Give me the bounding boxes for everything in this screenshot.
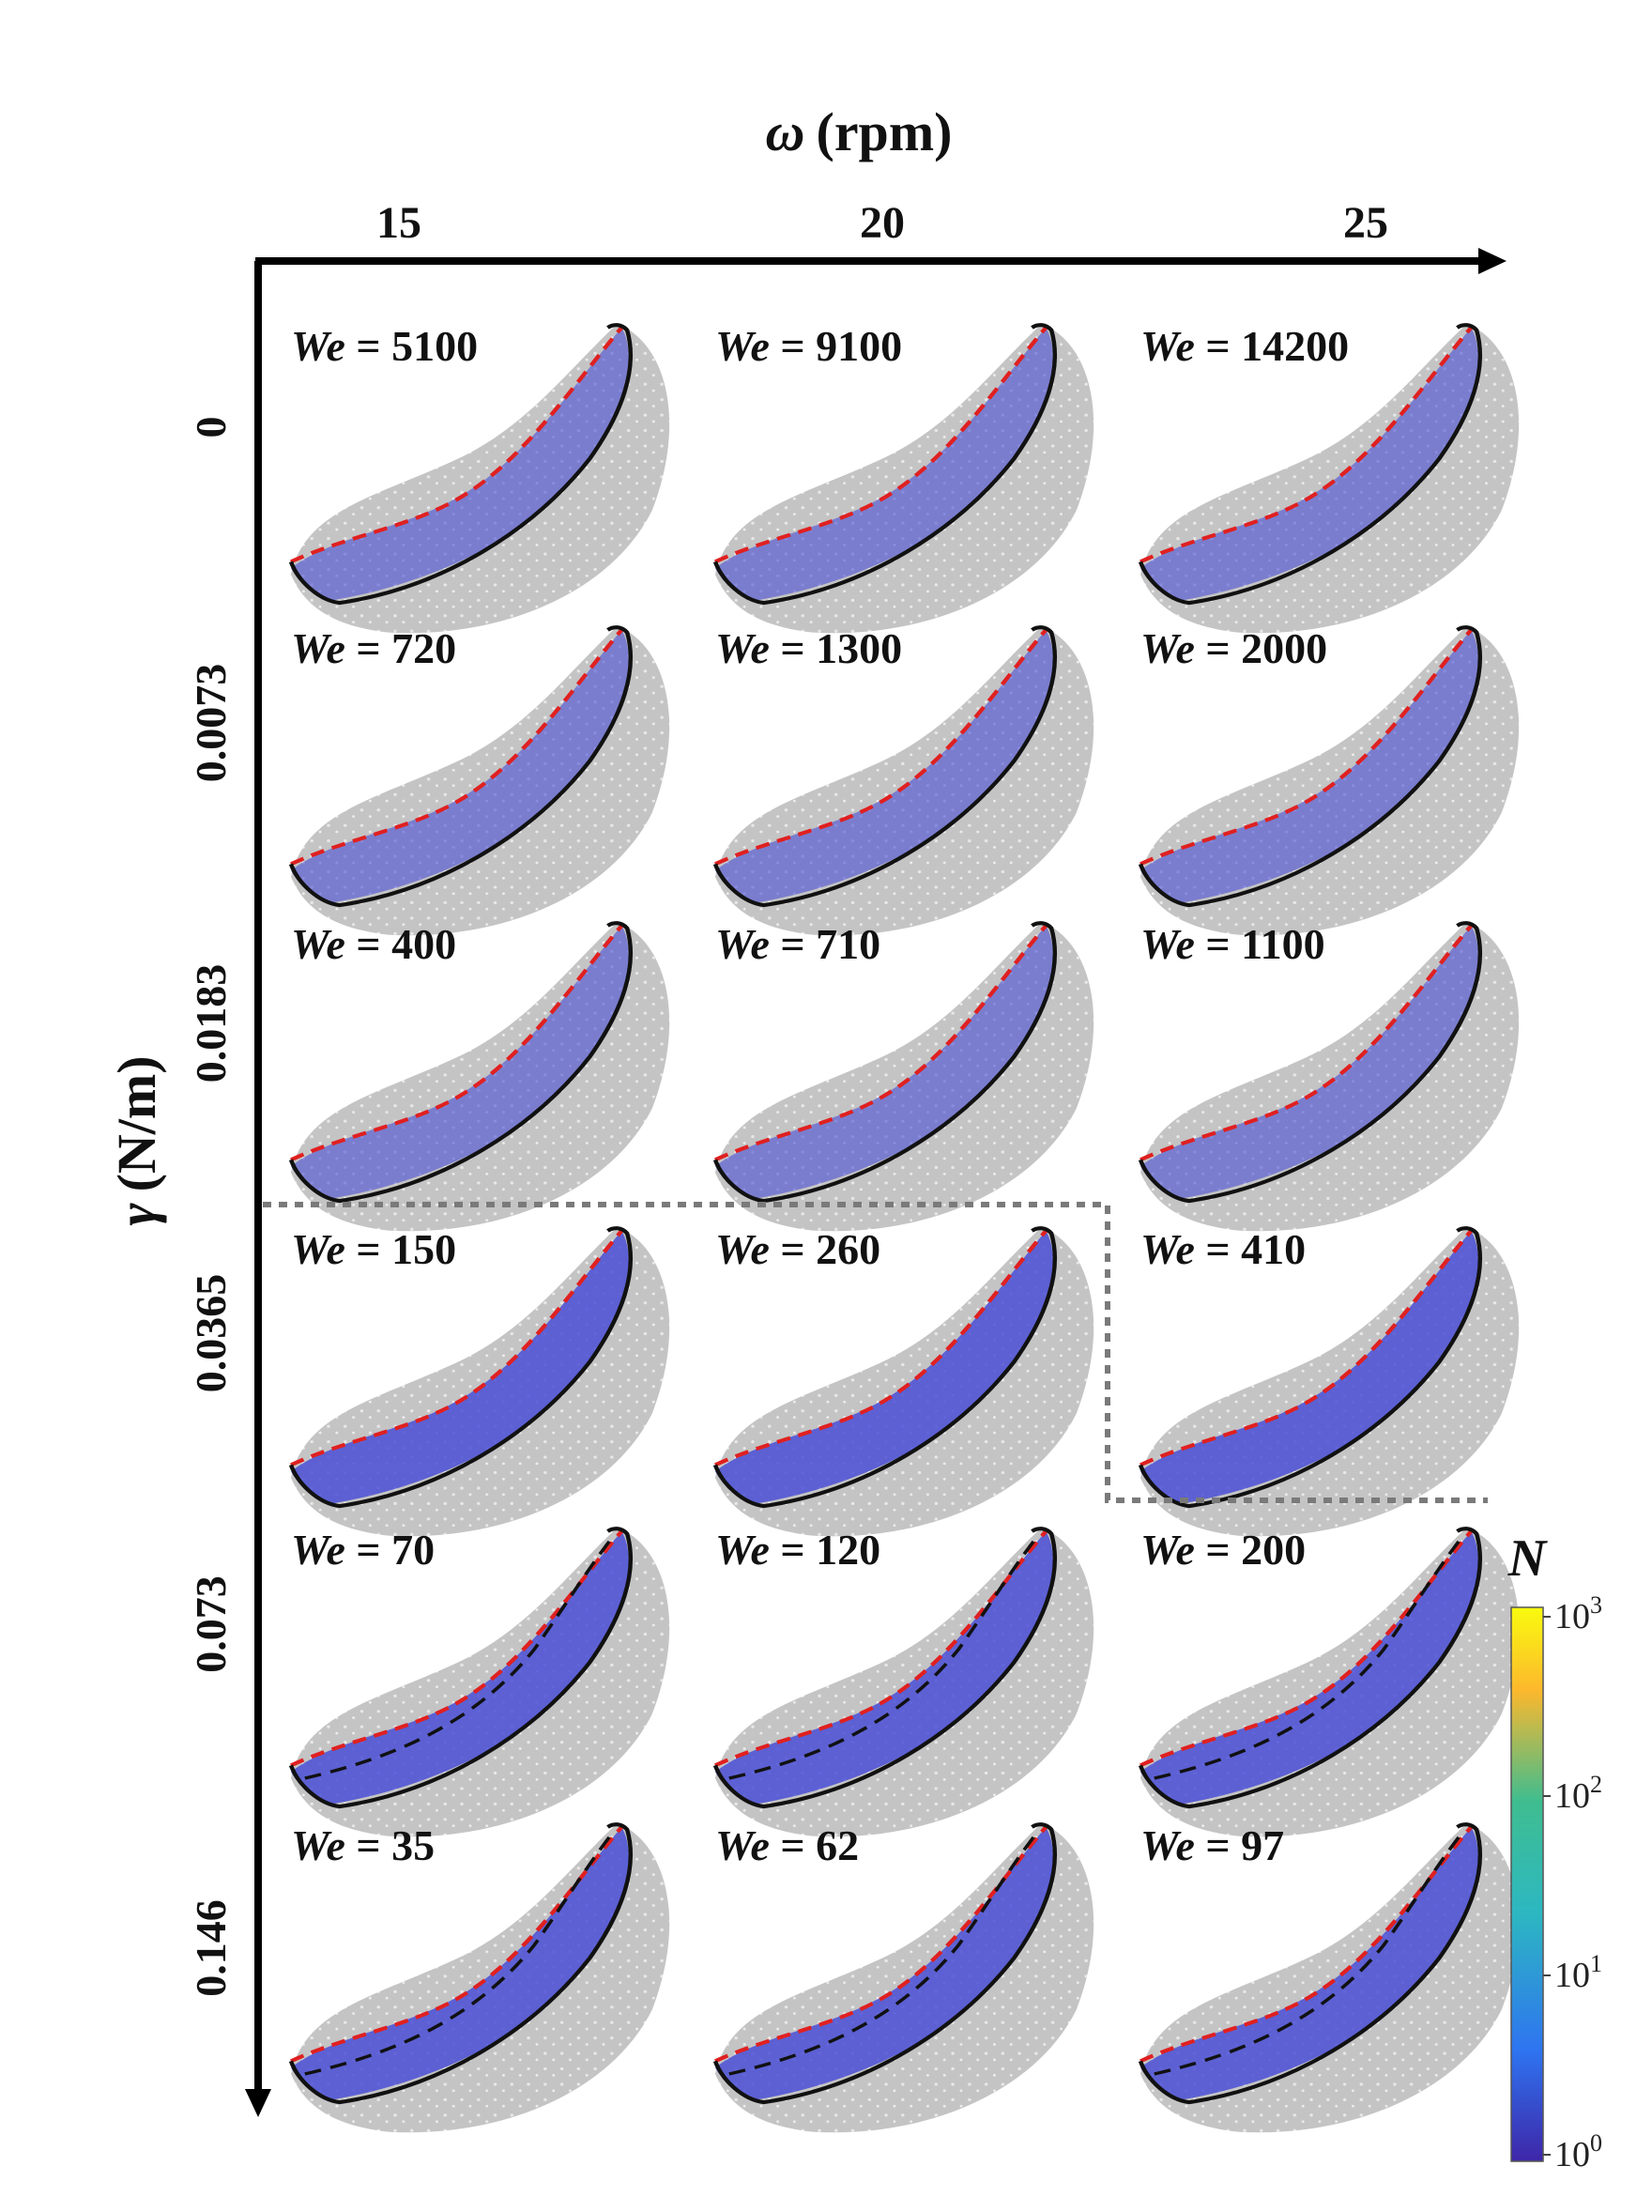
colorbar-title: N xyxy=(1507,1529,1549,1588)
weber-number-label: We = 410 xyxy=(1140,1225,1306,1273)
x-tick-label: 25 xyxy=(1343,198,1388,248)
panel-grid: We = 5100 We = 9100 We = 14200 We = 720 We =… xyxy=(288,322,1520,2133)
weber-number-label: We = 1100 xyxy=(1140,920,1325,968)
weber-number-label: We = 720 xyxy=(291,624,456,672)
weber-number-label: We = 14200 xyxy=(1140,322,1349,370)
simulation-panel xyxy=(1138,921,1520,1232)
colorbar-gradient xyxy=(1510,1606,1544,2162)
simulation-panel xyxy=(712,323,1094,634)
flowing-layer-boundary xyxy=(1138,625,1483,908)
weber-number-label: We = 710 xyxy=(715,920,880,968)
weber-number-label: We = 70 xyxy=(291,1526,435,1574)
free-surface-line xyxy=(290,924,623,1162)
free-surface-line xyxy=(714,924,1048,1162)
simulation-panel xyxy=(712,1822,1094,2133)
simulation-panel xyxy=(288,921,670,1232)
flowing-layer-boundary xyxy=(712,1527,1058,1809)
colorbar-tick-label: 103 xyxy=(1554,1591,1602,1636)
flowing-layer-boundary xyxy=(712,921,1058,1204)
free-surface-line xyxy=(1140,924,1473,1162)
mid-layer-dashed-line xyxy=(1154,1535,1464,1780)
simulation-panel xyxy=(288,323,670,634)
free-surface-line xyxy=(714,1229,1048,1467)
colorbar-tick-label: 100 xyxy=(1554,2129,1602,2174)
y-tick-label: 0 xyxy=(187,417,235,438)
y-tick-label: 0.0073 xyxy=(187,664,235,783)
flowing-layer-boundary xyxy=(288,1822,634,2105)
colorbar-tick-label: 102 xyxy=(1554,1771,1602,1816)
colorbar: N 103 102 101 100 xyxy=(1507,1529,1602,2174)
weber-number-label: We = 400 xyxy=(291,920,456,968)
flowing-layer-boundary xyxy=(712,1226,1058,1509)
simulation-panel xyxy=(712,625,1094,936)
x-tick-label: 20 xyxy=(860,198,905,248)
weber-number-label: We = 9100 xyxy=(715,322,902,370)
simulation-panel xyxy=(1138,323,1520,634)
flowing-layer-boundary xyxy=(1138,323,1483,606)
simulation-panel xyxy=(712,921,1094,1232)
flowing-layer-boundary xyxy=(712,323,1058,606)
flowing-layer-boundary xyxy=(1138,921,1483,1204)
simulation-panel xyxy=(1138,625,1520,936)
weber-number-label: We = 150 xyxy=(291,1225,456,1273)
flowing-layer-boundary xyxy=(288,323,634,606)
free-surface-line xyxy=(714,326,1048,564)
colorbar-tick-label: 101 xyxy=(1554,1950,1602,1995)
weber-number-label: We = 62 xyxy=(715,1821,859,1869)
regime-divider xyxy=(263,1202,1488,1503)
flowing-layer-boundary xyxy=(288,1527,634,1809)
x-tick-labels: 15 20 25 xyxy=(376,198,1388,248)
y-tick-label: 0.073 xyxy=(187,1575,235,1673)
free-surface-line xyxy=(1140,326,1473,564)
mid-layer-dashed-line xyxy=(304,1535,615,1780)
mid-layer-dashed-line xyxy=(1154,1831,1464,2076)
weber-number-label: We = 5100 xyxy=(291,322,478,370)
flowing-layer-boundary xyxy=(1138,1822,1483,2105)
flowing-layer-boundary xyxy=(1138,1226,1483,1509)
y-axis-title: γ(N/m) xyxy=(106,1055,167,1225)
simulation-panel xyxy=(1138,1822,1520,2133)
weber-number-label: We = 260 xyxy=(715,1225,880,1273)
free-surface-line xyxy=(290,628,623,867)
simulation-panel xyxy=(1138,1527,1520,1837)
y-tick-label: 0.146 xyxy=(187,1899,235,1997)
simulation-panel xyxy=(712,1527,1094,1837)
flowing-layer-boundary xyxy=(288,625,634,908)
simulation-panel xyxy=(712,1226,1094,1537)
flowing-layer-boundary xyxy=(288,1226,634,1509)
y-tick-label: 0.0365 xyxy=(187,1274,235,1393)
flowing-layer-boundary xyxy=(712,1822,1058,2105)
simulation-panel xyxy=(288,1527,670,1837)
mid-layer-dashed-line xyxy=(304,1831,615,2076)
weber-number-label: We = 120 xyxy=(715,1526,880,1574)
free-surface-line xyxy=(1140,1229,1473,1467)
flowing-layer-boundary xyxy=(1138,1527,1483,1809)
y-tick-labels: 0 0.0073 0.0183 0.0365 0.073 0.146 xyxy=(187,417,235,1997)
weber-number-label: We = 35 xyxy=(291,1821,435,1869)
simulation-panel xyxy=(288,1226,670,1537)
simulation-panel xyxy=(288,625,670,936)
simulation-panel xyxy=(1138,1226,1520,1537)
weber-number-label: We = 200 xyxy=(1140,1526,1306,1574)
mid-layer-dashed-line xyxy=(728,1535,1039,1780)
weber-number-label: We = 1300 xyxy=(715,624,902,672)
free-surface-line xyxy=(290,1229,623,1467)
flowing-layer-boundary xyxy=(712,625,1058,908)
mid-layer-dashed-line xyxy=(728,1831,1039,2076)
x-tick-label: 15 xyxy=(376,198,421,248)
x-axis-arrow xyxy=(255,248,1507,274)
x-axis-title: ω (rpm) xyxy=(766,101,953,162)
free-surface-line xyxy=(290,326,623,564)
y-tick-label: 0.0183 xyxy=(187,964,235,1083)
weber-number-label: We = 97 xyxy=(1140,1821,1284,1869)
y-axis-arrow xyxy=(245,261,271,2117)
simulation-panel xyxy=(288,1822,670,2133)
flowing-layer-boundary xyxy=(288,921,634,1204)
weber-number-label: We = 2000 xyxy=(1140,624,1327,672)
free-surface-line xyxy=(1140,628,1473,867)
free-surface-line xyxy=(714,628,1048,867)
